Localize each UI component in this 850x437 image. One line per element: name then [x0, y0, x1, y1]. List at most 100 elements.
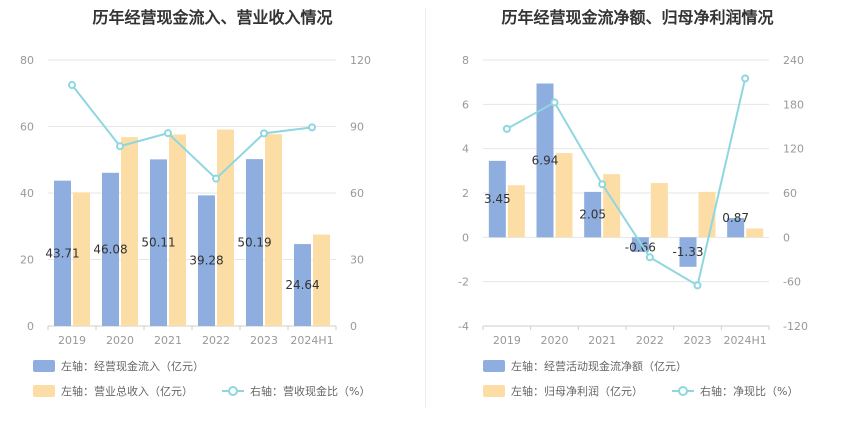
- bar-data-label: -0.66: [625, 240, 656, 254]
- ratio-point[interactable]: [308, 123, 316, 132]
- y-left-tick-label: 6: [462, 98, 469, 111]
- x-tick-label: 2020: [541, 334, 569, 347]
- ratio-point[interactable]: [212, 174, 220, 183]
- ratio-point[interactable]: [164, 129, 172, 138]
- legend-item-cash-inflow[interactable]: 左轴：经营现金流入（亿元）: [33, 358, 204, 374]
- ratio-point[interactable]: [550, 98, 559, 107]
- x-tick-label: 2021: [154, 334, 182, 347]
- bar-data-label: 24.64: [285, 278, 319, 292]
- bar-secondary[interactable]: [650, 183, 668, 238]
- y-left-tick-label: 8: [462, 54, 469, 67]
- legend-item-revenue[interactable]: 左轴：营业总收入（亿元）: [33, 383, 193, 399]
- bar-secondary[interactable]: [121, 137, 138, 326]
- bar-data-label: 2.05: [579, 208, 606, 222]
- x-tick-label: 2023: [250, 334, 278, 347]
- bar-secondary[interactable]: [603, 174, 621, 238]
- left-panel: 历年经营现金流入、营业收入情况 0 20 40 60 80 0 30 60 90 120 2019 2…: [20, 8, 371, 399]
- bar-secondary[interactable]: [507, 185, 525, 238]
- ratio-line: [506, 78, 747, 287]
- bar-data-label: 46.08: [93, 242, 127, 256]
- legend-item-net-cash-flow[interactable]: 左轴：经营活动现金流净额（亿元）: [483, 358, 687, 374]
- legend-line-icon: [222, 385, 244, 397]
- bar-secondary[interactable]: [169, 134, 186, 326]
- bar-primary[interactable]: [150, 159, 167, 326]
- ratio-point[interactable]: [116, 142, 124, 151]
- y-right-tick-label: 120: [350, 54, 371, 67]
- x-tick-label: 2020: [106, 334, 134, 347]
- bar-primary[interactable]: [679, 237, 697, 267]
- y-left-tick-label: 4: [462, 143, 469, 156]
- bar-primary[interactable]: [198, 195, 215, 326]
- bar-data-label: 50.19: [237, 236, 271, 250]
- y-right-tick-label: 180: [783, 98, 804, 111]
- y-left-tick-label: 60: [20, 121, 34, 134]
- bar-primary[interactable]: [727, 218, 745, 238]
- x-tick-label: 2024H1: [724, 334, 767, 347]
- bar-primary[interactable]: [102, 172, 119, 326]
- bar-primary[interactable]: [54, 180, 71, 326]
- legend-line-icon: [672, 385, 694, 397]
- bar-secondary[interactable]: [265, 134, 282, 326]
- ratio-line: [71, 84, 313, 180]
- bar-data-label: 6.94: [532, 153, 559, 167]
- legend-label: 左轴：经营现金流入（亿元）: [61, 360, 204, 373]
- y-left-tick-label: 80: [20, 54, 34, 67]
- bar-primary[interactable]: [246, 159, 263, 326]
- y-left-tick-label: 0: [462, 231, 469, 244]
- bar-secondary[interactable]: [217, 129, 234, 326]
- legend-label: 左轴：经营活动现金流净额（亿元）: [511, 360, 687, 373]
- legend-label: 右轴：营收现金比（%）: [250, 385, 371, 398]
- right-chart: -4 -2 0 2 4 6 8 -120 -60 0 60 120 180 240 2019 2020 2021…: [458, 54, 808, 347]
- ratio-point[interactable]: [598, 180, 607, 189]
- bar-secondary[interactable]: [555, 153, 573, 238]
- ratio-point[interactable]: [260, 129, 268, 138]
- y-right-tick-label: 60: [350, 187, 364, 200]
- bar-secondary[interactable]: [73, 192, 90, 326]
- x-tick-label: 2021: [588, 334, 616, 347]
- bar-data-label: 0.87: [722, 211, 749, 225]
- right-panel: 历年经营现金流净额、归母净利润情况 -4 -2 0 2 4 6 8 -120 -60 0 60 120…: [425, 0, 850, 437]
- y-right-tick-label: 30: [350, 254, 364, 267]
- bar-data-label: 50.11: [141, 236, 175, 250]
- bar-data-label: 39.28: [189, 254, 223, 268]
- bar-secondary[interactable]: [746, 228, 764, 238]
- y-left-tick-label: 2: [462, 187, 469, 200]
- y-right-tick-label: 0: [350, 320, 357, 333]
- x-tick-label: 2024H1: [290, 334, 333, 347]
- ratio-point[interactable]: [693, 281, 702, 290]
- bar-secondary[interactable]: [313, 234, 330, 326]
- y-right-tick-label: 240: [783, 54, 804, 67]
- ratio-point[interactable]: [68, 81, 76, 90]
- bar-primary[interactable]: [584, 191, 602, 238]
- legend-swatch: [33, 360, 55, 372]
- ratio-point[interactable]: [502, 124, 511, 133]
- y-left-tick-label: -4: [458, 320, 469, 333]
- left-chart: 0 20 40 60 80 0 30 60 90 120 2019 2020 2021 2022 2023 2…: [20, 54, 371, 347]
- bar-primary[interactable]: [294, 244, 311, 326]
- ratio-point[interactable]: [741, 74, 750, 83]
- legend-item-net-profit[interactable]: 左轴：归母净利润（亿元）: [483, 383, 643, 399]
- x-tick-label: 2023: [684, 334, 712, 347]
- legend-swatch: [483, 385, 505, 397]
- legend-item-net-cash-ratio[interactable]: 右轴：净现比（%）: [672, 383, 798, 399]
- y-left-tick-label: 0: [27, 320, 34, 333]
- legend-swatch: [33, 385, 55, 397]
- legend-label: 左轴：营业总收入（亿元）: [61, 385, 193, 398]
- y-right-tick-label: 60: [783, 187, 797, 200]
- y-left-tick-label: -2: [458, 276, 469, 289]
- bar-primary[interactable]: [488, 160, 506, 238]
- panel-divider: [425, 8, 426, 408]
- legend-item-ratio[interactable]: 右轴：营收现金比（%）: [222, 383, 370, 399]
- y-right-tick-label: -60: [783, 276, 801, 289]
- y-right-tick-label: 0: [783, 231, 790, 244]
- y-left-tick-label: 40: [20, 187, 34, 200]
- y-right-tick-label: -120: [783, 320, 808, 333]
- right-chart-title: 历年经营现金流净额、归母净利润情况: [501, 8, 774, 27]
- legend-label: 右轴：净现比（%）: [700, 385, 799, 398]
- x-tick-label: 2019: [493, 334, 521, 347]
- bar-primary[interactable]: [536, 83, 554, 238]
- x-tick-label: 2019: [58, 334, 86, 347]
- ratio-point[interactable]: [645, 253, 654, 262]
- x-tick-label: 2022: [202, 334, 230, 347]
- x-tick-label: 2022: [636, 334, 664, 347]
